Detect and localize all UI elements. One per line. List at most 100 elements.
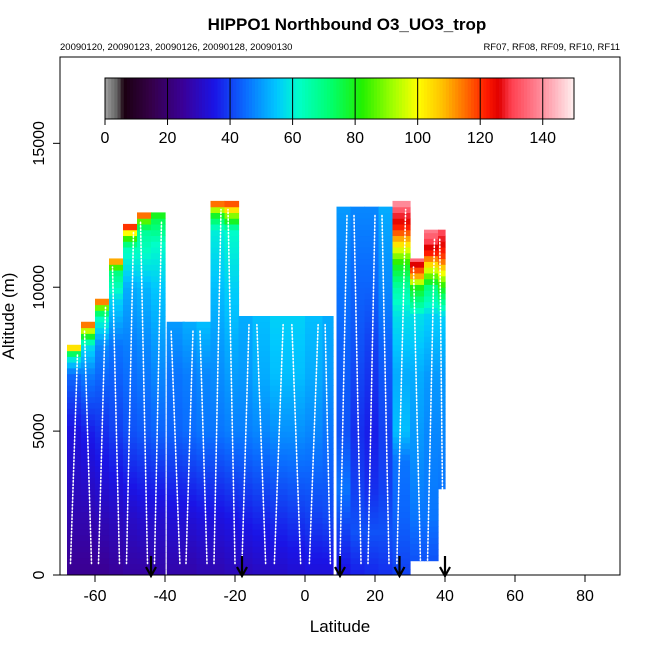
curtain-cell [224,287,240,294]
curtain-cell [410,480,425,487]
colorbar-swatch [198,78,203,119]
curtain-cell [151,546,166,553]
curtain-cell [305,316,324,323]
curtain-cell [67,482,82,490]
curtain-cell [109,390,124,398]
curtain-cell [350,442,366,449]
colorbar-swatch [195,78,200,119]
colorbar-swatch [545,78,550,119]
curtain-cell [350,310,366,317]
flight-profile [412,266,422,565]
curtain-cell [182,488,198,496]
curtain-cell [364,448,380,455]
colorbar-swatch [242,78,247,119]
curtain-cell [410,468,425,475]
curtain-cell [67,413,82,421]
curtain-cell [336,212,352,219]
colorbar-swatch [358,78,362,119]
curtain-cell [151,241,166,248]
curtain-cell [95,373,110,380]
curtain-cell [123,436,138,444]
curtain-cell [336,367,352,375]
curtain-cell [182,344,198,352]
curtain-cell [81,494,96,501]
curtain-cell [392,551,411,559]
curtain-cell [210,287,226,294]
curtain-cell [350,569,366,575]
colorbar-swatch [330,78,334,119]
curtain-cell [287,402,306,409]
curtain-cell [67,408,82,415]
curtain-cell [123,454,138,461]
curtain-cell [410,543,425,550]
curtain-cell [67,373,82,380]
curtain-cell [350,327,366,334]
curtain-cell [224,546,240,553]
curtain-cell [95,339,110,346]
curtain-cell [196,500,212,507]
curtain-cell [224,482,240,490]
curtain-cell [410,382,425,389]
colorbar-swatch [251,78,256,119]
curtain-cell [424,508,439,516]
curtain-cell [224,229,240,237]
curtain-cell [210,200,226,208]
curtain-cell [287,379,306,386]
curtain-cell [410,526,425,533]
curtain-cell [392,482,411,490]
curtain-cell [182,534,198,542]
curtain-cell [137,494,152,501]
curtain-cell [196,540,212,547]
curtain-cell [81,339,96,346]
curtain-cell [392,258,411,265]
curtain-cell [424,439,439,447]
curtain-cell [95,534,110,542]
curtain-cell [410,485,425,493]
colorbar-swatch [255,78,259,119]
colorbar-swatch [492,78,497,119]
curtain-cell [424,255,439,262]
curtain-cell [322,546,334,553]
curtain-cell [81,419,96,426]
curtain-cell [67,367,82,375]
curtain-cell [322,402,334,409]
curtain-cell [364,494,380,501]
curtain-cell [252,546,271,553]
curtain-cell [287,471,306,478]
curtain-cell [67,396,82,403]
curtain-cell [95,298,110,306]
curtain-cell [224,339,240,346]
curtain-cell [95,356,110,363]
curtain-cell [224,200,240,208]
curtain-cell [252,557,271,565]
curtain-cell [210,269,226,277]
colorbar-swatch [308,78,312,119]
curtain-cell [210,413,226,421]
curtain-cell [424,531,439,539]
colorbar-swatch [352,78,356,119]
curtain-cell [137,223,152,231]
colorbar-swatch [217,78,222,119]
curtain-cell [364,454,380,461]
curtain-cell [392,448,411,455]
colorbar-swatch [502,78,506,119]
curtain-cell [424,433,439,441]
curtain-cell [424,462,439,470]
curtain-cell [67,528,82,536]
y-tick-label: 15000 [31,121,48,166]
curtain-cell [151,246,166,254]
curtain-cell [196,477,212,484]
curtain-cell [224,258,240,265]
curtain-cell [438,252,446,260]
curtain-cell [350,258,366,265]
curtain-cell [196,356,212,363]
curtain-cell [196,344,212,352]
curtain-cell [438,298,446,306]
curtain-cell [224,292,240,300]
curtain-cell [364,298,380,306]
curtain-cell [287,523,306,530]
curtain-cell [364,223,380,231]
colorbar-swatch [245,78,250,119]
colorbar-swatch [161,78,165,119]
curtain-cell [287,425,306,432]
